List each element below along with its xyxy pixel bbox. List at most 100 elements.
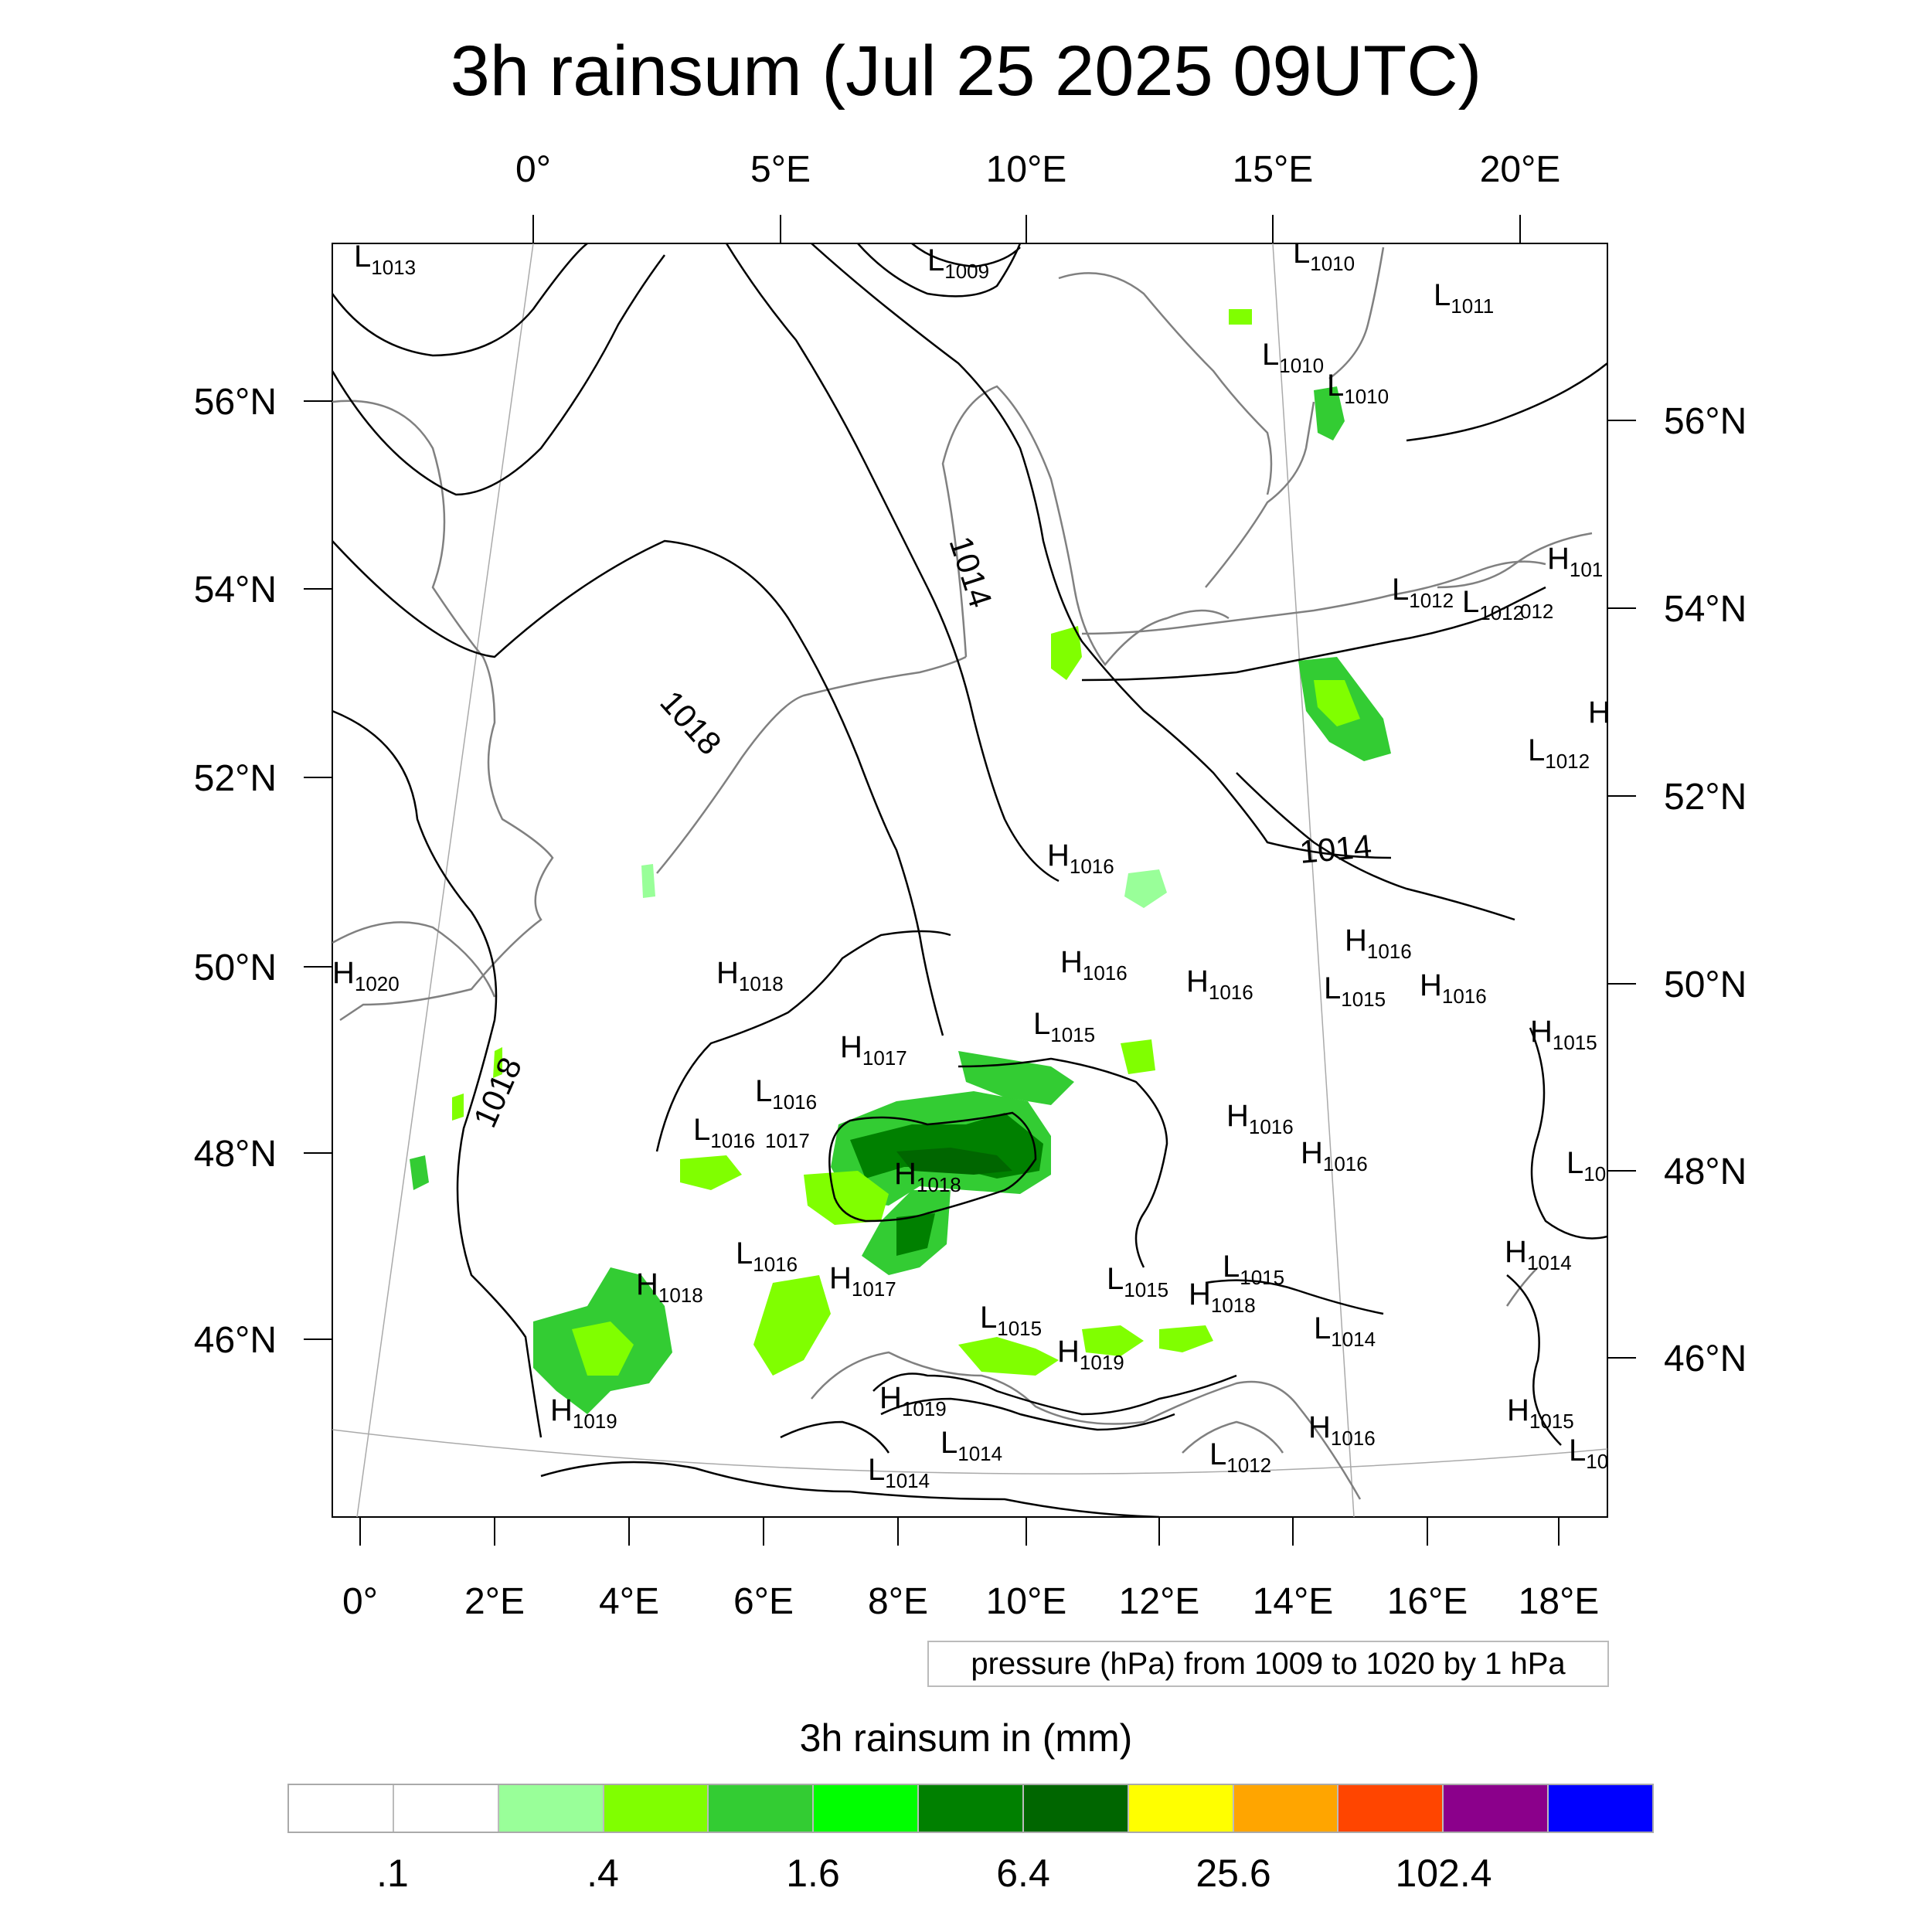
colorbar-label: 25.6 [1196,1852,1271,1895]
top-lon-label: 0° [515,149,551,190]
pressure-center-label: L1010 [1262,338,1324,377]
map-frame [332,243,1608,1518]
pressure-centers: L1013 L1009 L1010 L1011 L1010 L1010 H101… [332,236,1608,1492]
colorbar-label: 1.6 [786,1852,840,1895]
rain-area [641,864,655,898]
right-lat-label: 50°N [1664,964,1747,1005]
pressure-center-label: H1017 [840,1030,907,1070]
coastlines [332,247,1593,1500]
isobar-label: 1014 [1298,828,1373,870]
pressure-center-label: H1017 [829,1261,896,1301]
pressure-center-label: L1009 [927,243,989,283]
bottom-lon-label: 6°E [733,1581,794,1622]
pressure-center-label: L1016 [736,1236,798,1276]
pressure-center-label: H1018 [636,1267,703,1307]
pressure-center-label: H1019 [550,1393,617,1433]
rain-area [1314,680,1360,726]
pressure-center-label: L1015 [1324,971,1386,1011]
rain-area [1159,1325,1213,1352]
pressure-center-label: H1016 [1301,1136,1368,1175]
bottom-lon-label: 18°E [1519,1581,1600,1622]
pressure-center-label: H1016 [1420,968,1487,1008]
pressure-center-label: L1010 [1327,369,1389,408]
rain-area [804,1171,889,1225]
pressure-center-label: L1012 [1209,1437,1271,1477]
colorbar-swatch [393,1785,499,1832]
top-lon-label: 5°E [750,149,811,190]
rain-area [958,1337,1059,1376]
pressure-center-label: H1016 [1047,838,1114,878]
top-lon-label: 15°E [1233,149,1314,190]
pressure-center-label: L1012 [1462,585,1524,624]
left-latitude-labels: 56°N 54°N 52°N 50°N 48°N 46°N [194,382,277,1361]
pressure-center-label: 012 [1520,600,1553,623]
pressure-center-label: L1014 [868,1453,930,1492]
colorbar-swatch [498,1785,604,1832]
pressure-center-label: L1015 [1033,1007,1095,1046]
top-lon-label: 20°E [1480,149,1561,190]
rain-area [1121,1039,1155,1074]
right-lat-label: 52°N [1664,777,1747,818]
map-content [332,243,1607,1517]
colorbar-swatch [919,1785,1024,1832]
pressure-center-label: H1014 [1505,1235,1572,1274]
bottom-longitude-labels: 0° 2°E 4°E 6°E 8°E 10°E 12°E 14°E 16°E 1… [342,1581,1599,1622]
colorbar-swatch [1023,1785,1129,1832]
colorbar-label: 6.4 [996,1852,1050,1895]
bottom-lon-label: 8°E [868,1581,928,1622]
pressure-center-label: H1016 [1345,923,1412,963]
colorbar-swatch [814,1785,920,1832]
pressure-center-label: H1018 [894,1157,961,1196]
rain-area [1229,309,1252,325]
colorbar-title: 3h rainsum in (mm) [799,1716,1133,1760]
pressure-center-label: L1011 [1434,278,1494,318]
pressure-center-label: H1016 [1308,1410,1376,1450]
rain-area [958,1051,1074,1105]
pressure-info-box: pressure (hPa) from 1009 to 1020 by 1 hP… [927,1641,1609,1687]
pressure-center-label: L1015 [1107,1262,1168,1301]
rain-area [572,1321,634,1376]
rain-area [1314,386,1345,440]
rain-area [1051,626,1082,680]
left-lat-label: 52°N [194,758,277,799]
bottom-lon-label: 0° [342,1581,378,1622]
pressure-center-label: H1019 [879,1381,947,1420]
tick-marks [304,215,1636,1546]
pressure-center-label: L1010 [1293,236,1355,275]
colorbar-label: 102.4 [1395,1852,1492,1895]
pressure-center-label: L1012 [1528,733,1590,773]
pressure-center-label: L1012 [1392,573,1454,612]
rain-area [1124,869,1167,908]
rain-area [493,1047,502,1078]
colorbar-swatch [1444,1785,1549,1832]
pressure-center-label: L1013 [354,240,416,279]
rain-area [896,1148,1012,1175]
rain-area [896,1213,935,1256]
colorbar-swatch [1338,1785,1444,1832]
pressure-center-label: H1015 [1507,1393,1574,1433]
pressure-center-label: H1016 [1226,1099,1294,1138]
colorbar-swatch [709,1785,815,1832]
bottom-lon-label: 4°E [599,1581,659,1622]
pressure-center-label: H1019 [1057,1335,1124,1374]
bottom-lon-label: 14°E [1253,1581,1334,1622]
bottom-lon-label: 10°E [986,1581,1067,1622]
colorbar-swatch [1549,1785,1652,1832]
pressure-center-label: L1016 [755,1074,817,1114]
colorbar-swatch [289,1785,394,1832]
colorbar-label: .1 [376,1852,409,1895]
rain-area [410,1155,429,1190]
colorbar-swatch [1128,1785,1234,1832]
left-lat-label: 56°N [194,382,277,423]
colorbar-label: .4 [587,1852,619,1895]
right-lat-label: 46°N [1664,1338,1747,1379]
rain-area [1082,1325,1144,1356]
right-lat-label: 48°N [1664,1151,1747,1192]
pressure-center-label: H1016 [1186,964,1253,1004]
graticule [332,243,1607,1517]
left-lat-label: 54°N [194,570,277,611]
pressure-center-label: L10 [1569,1434,1608,1473]
colorbar-swatch [604,1785,709,1832]
colorbar-swatch [1233,1785,1339,1832]
